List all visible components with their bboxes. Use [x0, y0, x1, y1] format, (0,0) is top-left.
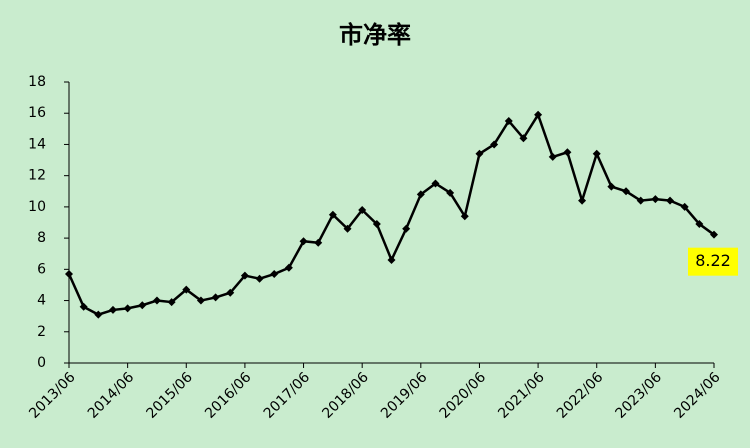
marker [108, 305, 117, 314]
marker [431, 179, 440, 188]
marker [211, 293, 220, 302]
marker [358, 206, 367, 215]
marker [343, 224, 352, 233]
y-tick-label: 12 [28, 168, 46, 184]
marker [402, 224, 411, 233]
value-label-box [688, 247, 738, 276]
marker [534, 110, 543, 119]
marker [695, 220, 704, 229]
marker [519, 134, 528, 143]
x-tick-label: 2022/06 [554, 369, 607, 422]
x-tick-label: 2014/06 [85, 369, 138, 422]
marker [387, 255, 396, 264]
marker [490, 140, 499, 149]
y-tick-label: 16 [28, 105, 46, 121]
marker [475, 149, 484, 158]
marker [314, 238, 323, 247]
marker [94, 310, 103, 319]
marker [328, 210, 337, 219]
marker [240, 271, 249, 280]
x-tick-label: 2019/06 [378, 369, 431, 422]
y-tick-label: 8 [37, 230, 46, 246]
marker [372, 220, 381, 229]
x-tick-label: 2018/06 [319, 369, 372, 422]
value-label: 8.22 [695, 251, 731, 270]
marker [622, 187, 631, 196]
x-tick-label: 2023/06 [613, 369, 666, 422]
marker [504, 117, 513, 126]
marker [123, 304, 132, 313]
marker [563, 148, 572, 157]
marker [65, 270, 73, 279]
marker [152, 296, 161, 305]
marker [636, 196, 645, 205]
marker [578, 196, 587, 205]
line [67, 111, 715, 316]
marker [548, 152, 557, 161]
y-tick-label: 18 [28, 74, 46, 90]
marker [79, 302, 88, 311]
x-tick-label: 2024/06 [671, 369, 724, 422]
marker [270, 270, 279, 279]
marker [416, 190, 425, 199]
x-tick-label: 2021/06 [495, 369, 548, 422]
marker [666, 196, 675, 205]
x-tick-label: 2013/06 [26, 369, 79, 422]
marker [226, 288, 235, 297]
marker [651, 195, 660, 204]
y-tick-label: 2 [37, 324, 46, 340]
marker [196, 296, 205, 305]
x-tick-label: 2015/06 [143, 369, 196, 422]
x-tick-label: 2017/06 [261, 369, 314, 422]
marker [710, 230, 718, 239]
marker [607, 182, 616, 191]
y-tick-label: 10 [28, 199, 46, 215]
x-tick-label: 2020/06 [437, 369, 490, 422]
y-tick-label: 4 [37, 293, 46, 309]
marker [299, 237, 308, 246]
marker [592, 149, 601, 158]
marker [182, 285, 191, 294]
marker [167, 298, 176, 307]
marker [460, 212, 469, 221]
y-tick-label: 14 [28, 136, 46, 152]
marker [680, 202, 689, 211]
marker [284, 263, 293, 272]
marker [446, 188, 455, 197]
x-tick-label: 2016/06 [202, 369, 255, 422]
marker [138, 301, 147, 310]
y-tick-label: 6 [37, 261, 46, 277]
marker [255, 274, 264, 283]
chart-title: 市净率 [339, 21, 411, 49]
y-tick-label: 0 [37, 355, 46, 371]
